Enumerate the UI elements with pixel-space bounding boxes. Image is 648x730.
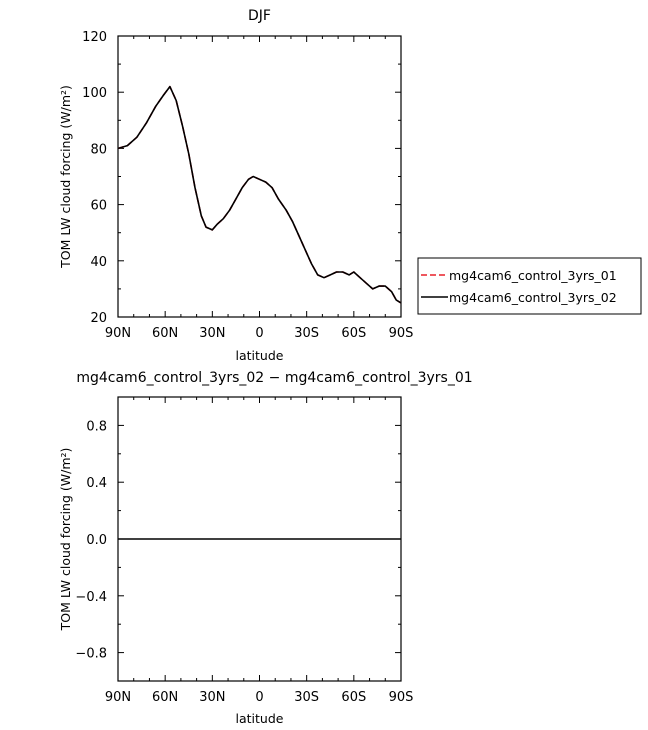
series-line-2 <box>118 85 401 304</box>
legend: mg4cam6_control_3yrs_01 mg4cam6_control_3… <box>417 257 642 315</box>
x-tick-label: 30N <box>199 690 225 705</box>
chart-panel-2: 90N 60N 30N 0 30S 60S 90S −0.8 −0.4 0.0 0.4 0.8 mg4c… <box>58 370 473 726</box>
x-axis-label: latitude <box>236 711 284 726</box>
chart-panel-1: 90N 60N 30N 0 30S 60S 90S 20 40 60 80 100 120 DJF lati… <box>58 8 642 363</box>
y-tick-label: 0.8 <box>86 419 107 434</box>
x-tick-label: 0 <box>255 690 263 705</box>
series-line-1 <box>118 85 401 304</box>
x-tick-label: 90N <box>105 690 131 705</box>
chart-title: mg4cam6_control_3yrs_02 − mg4cam6_contro… <box>76 370 472 386</box>
y-tick-label: 100 <box>82 86 107 101</box>
y-tick-label: −0.4 <box>75 590 107 605</box>
y-tick-label: 80 <box>90 142 107 157</box>
y-tick-label: 120 <box>82 30 107 45</box>
x-tick-label: 30S <box>294 690 319 705</box>
x-tick-label: 90S <box>389 326 414 341</box>
chart-title: DJF <box>248 8 271 24</box>
x-tick-label: 60N <box>152 690 178 705</box>
y-tick-label: −0.8 <box>75 647 107 662</box>
legend-label-1: mg4cam6_control_3yrs_01 <box>449 268 617 283</box>
x-tick-label: 60N <box>152 326 178 341</box>
y-tick-label: 60 <box>90 199 107 214</box>
plot-frame <box>117 35 402 318</box>
y-tick-label: 20 <box>90 311 107 326</box>
x-tick-label: 90N <box>105 326 131 341</box>
x-tick-label: 90S <box>389 690 414 705</box>
x-tick-label: 0 <box>255 326 263 341</box>
y-tick-label: 0.0 <box>86 533 107 548</box>
legend-box <box>417 257 642 315</box>
y-tick-label: 40 <box>90 255 107 270</box>
legend-label-2: mg4cam6_control_3yrs_02 <box>449 290 617 305</box>
y-tick-label: 0.4 <box>86 476 107 491</box>
x-tick-label: 30N <box>199 326 225 341</box>
x-axis-label: latitude <box>236 348 284 363</box>
y-axis-label: TOM LW cloud forcing (W/m²) <box>58 448 73 632</box>
x-tick-label: 60S <box>341 326 366 341</box>
x-tick-label: 60S <box>341 690 366 705</box>
x-tick-label: 30S <box>294 326 319 341</box>
y-axis-label: TOM LW cloud forcing (W/m²) <box>58 85 73 269</box>
